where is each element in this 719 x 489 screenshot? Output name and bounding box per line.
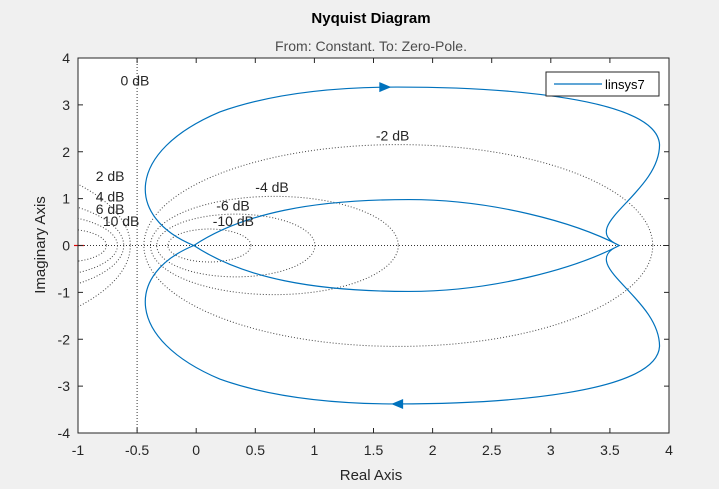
db-circle	[156, 213, 316, 278]
y-tick-label: -3	[58, 378, 71, 394]
direction-arrow	[379, 82, 392, 93]
db-label: -2 dB	[376, 127, 409, 143]
db-circle	[167, 228, 252, 263]
y-axis-label: Imaginary Axis	[32, 196, 49, 294]
db-label: -4 dB	[255, 179, 288, 195]
x-tick-label: 2.5	[482, 442, 502, 458]
chart-title: Nyquist Diagram	[311, 10, 430, 27]
x-tick-label: 3.5	[600, 442, 620, 458]
chart-subtitle: From: Constant. To: Zero-Pole.	[275, 38, 467, 54]
db-labels: 0 dB -2 dB -4 dB -6 dB-10 dB 2 dB 4 dB6 dB10 …	[96, 73, 410, 230]
x-tick-label: 2	[429, 442, 437, 458]
db-circle	[78, 229, 107, 262]
x-tick-label: 3	[547, 442, 555, 458]
db-circle	[78, 183, 131, 308]
x-tick-label: 1	[311, 442, 319, 458]
db-circle	[143, 144, 654, 347]
db-label: -10 dB	[213, 213, 254, 229]
axes-background	[78, 58, 669, 433]
x-tick-label: 1.5	[364, 442, 384, 458]
direction-arrow	[391, 398, 404, 409]
x-tick-label: -1	[72, 442, 85, 458]
y-tick-label: -1	[58, 284, 71, 300]
x-tick-label: 4	[665, 442, 673, 458]
db-label: 4 dB	[96, 188, 125, 204]
y-tick-label: -2	[58, 331, 71, 347]
y-tick-label: 3	[62, 97, 70, 113]
y-tick-label: 4	[62, 50, 70, 66]
y-tick-label: 1	[62, 191, 70, 207]
db-label: 0 dB	[121, 73, 150, 89]
db-label: 10 dB	[103, 213, 140, 229]
plot-area: 0 dB -2 dB -4 dB -6 dB-10 dB 2 dB 4 dB6 dB10 …	[74, 57, 670, 434]
legend: linsys7	[545, 71, 660, 97]
y-tick-label: 0	[62, 238, 70, 254]
x-axis-ticks: -1 -0.5 0 0.5 1 1.5 2 2.5 3 3.5 4	[72, 58, 673, 458]
db-circle	[149, 195, 399, 296]
y-tick-label: -4	[58, 425, 71, 441]
x-tick-label: 0.5	[246, 442, 266, 458]
legend-entry-linsys7: linsys7	[605, 77, 645, 92]
x-tick-label: -0.5	[125, 442, 149, 458]
direction-arrows	[379, 82, 404, 409]
db-label: 2 dB	[96, 168, 125, 184]
y-tick-label: 2	[62, 144, 70, 160]
db-label: 6 dB	[96, 201, 125, 217]
x-tick-label: 0	[192, 442, 200, 458]
x-axis-label: Real Axis	[340, 467, 403, 484]
db-label: -6 dB	[216, 198, 249, 214]
y-axis-ticks: -4 -3 -2 -1 0 1 2 3 4	[58, 50, 669, 441]
